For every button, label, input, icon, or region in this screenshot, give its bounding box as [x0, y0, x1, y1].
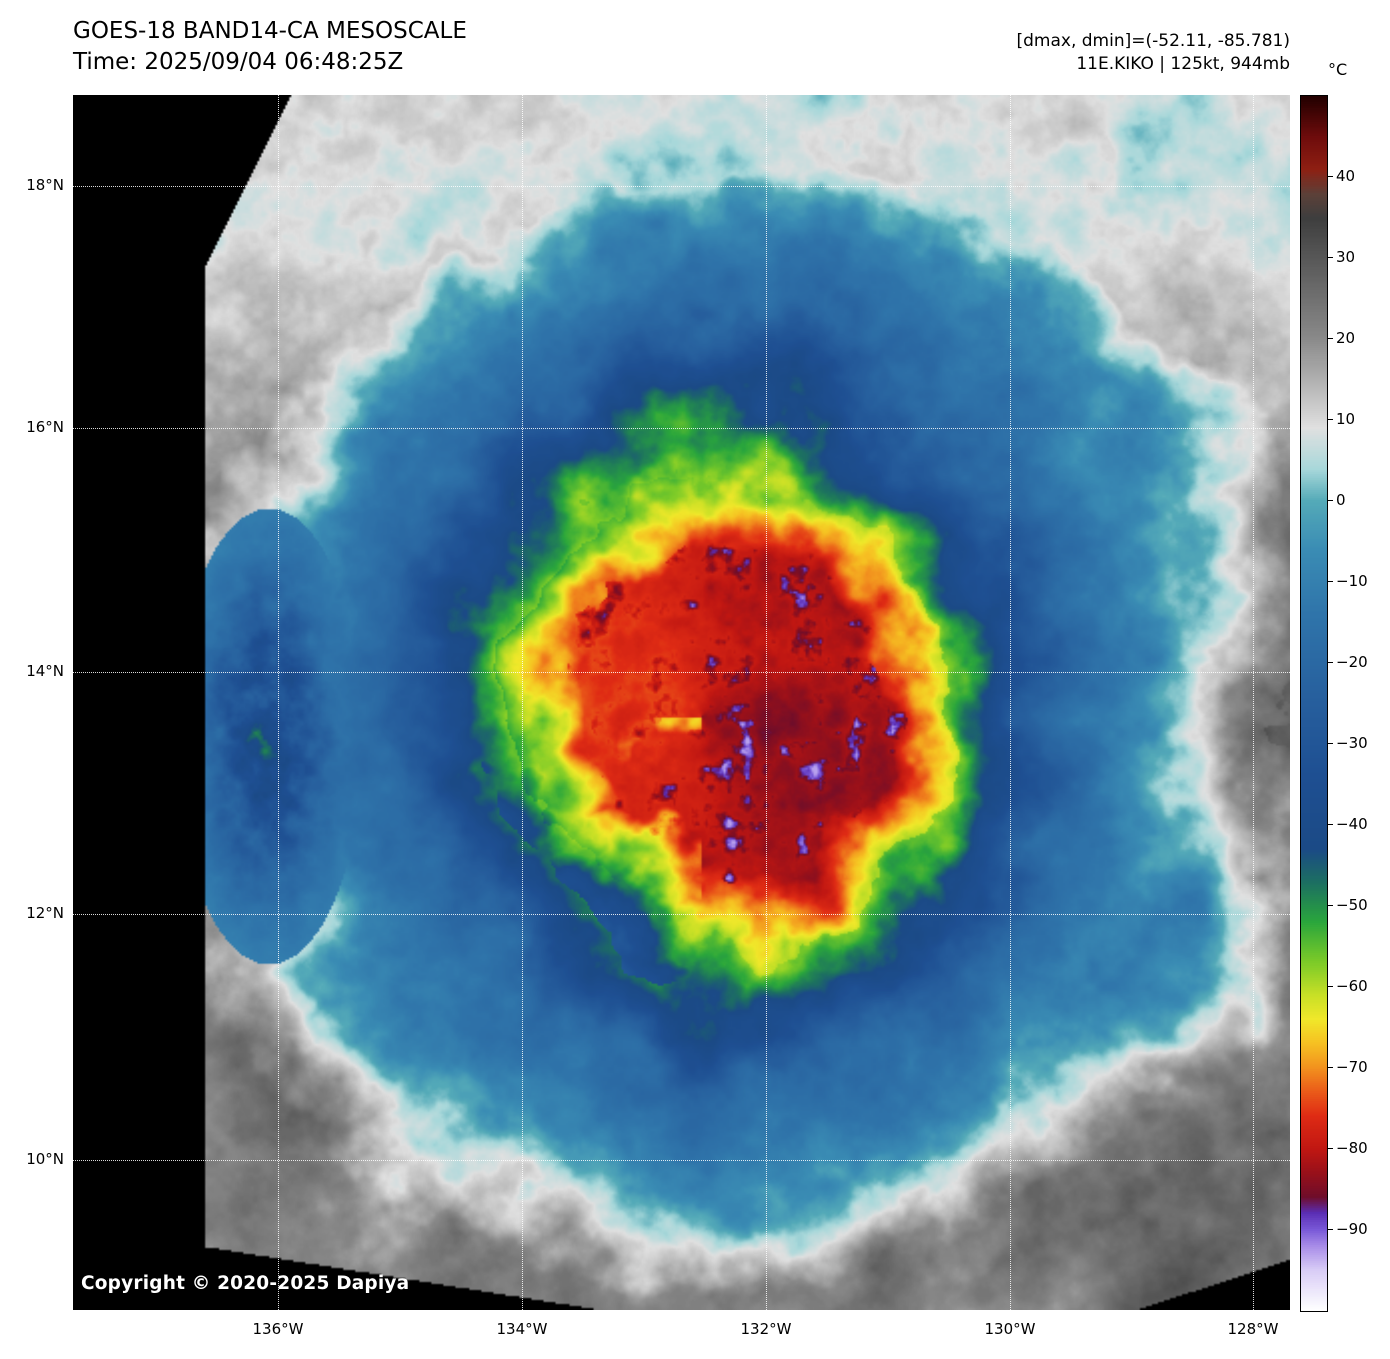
- colorbar-tick-label: −10: [1336, 571, 1368, 590]
- colorbar-tick-mark: [1328, 905, 1333, 906]
- colorbar-unit-label: °C: [1328, 60, 1348, 79]
- colorbar-tick-mark: [1328, 743, 1333, 744]
- lat-tick-label: 16°N: [26, 418, 64, 436]
- colorbar-tick-label: −60: [1336, 976, 1368, 995]
- colorbar-tick-mark: [1328, 662, 1333, 663]
- colorbar-tick-mark: [1328, 581, 1333, 582]
- colorbar-tick-label: −30: [1336, 733, 1368, 752]
- colorbar-tick-label: −20: [1336, 652, 1368, 671]
- colorbar-tick-label: 40: [1336, 166, 1356, 185]
- colorbar-tick-mark: [1328, 338, 1333, 339]
- storm-info: 11E.KIKO | 125kt, 944mb: [1076, 54, 1290, 74]
- lon-tick-label: 134°W: [496, 1320, 548, 1338]
- page-title: GOES-18 BAND14-CA MESOSCALE: [73, 18, 467, 44]
- colorbar-canvas: [1300, 95, 1328, 1312]
- lon-tick-label: 136°W: [252, 1320, 304, 1338]
- colorbar-tick-mark: [1328, 1067, 1333, 1068]
- colorbar-tick-label: −50: [1336, 895, 1368, 914]
- colorbar-tick-mark: [1328, 1229, 1333, 1230]
- copyright-label: Copyright © 2020-2025 Dapiya: [81, 1273, 410, 1294]
- colorbar-tick-label: 10: [1336, 409, 1356, 428]
- lon-tick-label: 132°W: [740, 1320, 792, 1338]
- colorbar-tick-mark: [1328, 986, 1333, 987]
- colorbar-tick-mark: [1328, 176, 1333, 177]
- colorbar-tick-mark: [1328, 257, 1333, 258]
- satellite-image-canvas: [73, 95, 1290, 1310]
- title-block: GOES-18 BAND14-CA MESOSCALE Time: 2025/0…: [73, 16, 467, 78]
- map-plot: Copyright © 2020-2025 Dapiya: [73, 95, 1290, 1310]
- colorbar-tick-label: 20: [1336, 328, 1356, 347]
- colorbar-tick-mark: [1328, 824, 1333, 825]
- colorbar-tick-mark: [1328, 419, 1333, 420]
- lat-tick-label: 12°N: [26, 904, 64, 922]
- lat-tick-label: 10°N: [26, 1150, 64, 1168]
- colorbar-tick-label: −70: [1336, 1057, 1368, 1076]
- colorbar-tick-label: 0: [1336, 490, 1346, 509]
- lon-tick-label: 130°W: [984, 1320, 1036, 1338]
- colorbar-tick-mark: [1328, 1148, 1333, 1149]
- colorbar-tick-mark: [1328, 500, 1333, 501]
- dmax-dmin-readout: [dmax, dmin]=(-52.11, -85.781): [1016, 31, 1291, 51]
- colorbar-tick-label: −40: [1336, 814, 1368, 833]
- lat-tick-label: 14°N: [26, 662, 64, 680]
- timestamp: Time: 2025/09/04 06:48:25Z: [73, 49, 404, 75]
- colorbar-tick-label: −90: [1336, 1219, 1368, 1238]
- info-block: [dmax, dmin]=(-52.11, -85.781) 11E.KIKO …: [0, 30, 1291, 76]
- colorbar-tick-label: −80: [1336, 1138, 1368, 1157]
- colorbar-tick-label: 30: [1336, 247, 1356, 266]
- lon-tick-label: 128°W: [1227, 1320, 1279, 1338]
- lat-tick-label: 18°N: [26, 176, 64, 194]
